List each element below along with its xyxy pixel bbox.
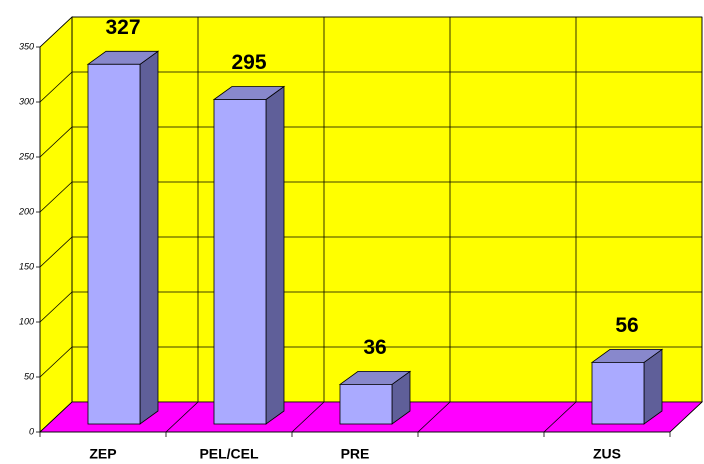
x-tick-label: ZEP bbox=[89, 446, 116, 462]
value-label: 327 bbox=[105, 16, 140, 39]
bar bbox=[213, 99, 267, 425]
bar bbox=[591, 361, 645, 425]
value-label: 295 bbox=[231, 51, 266, 74]
x-tick-label: PEL/CEL bbox=[199, 446, 259, 462]
grid-line bbox=[39, 291, 73, 323]
value-label: 36 bbox=[363, 336, 386, 359]
grid-line bbox=[39, 16, 73, 48]
grid-line bbox=[39, 346, 73, 378]
y-tick-label: 100 bbox=[19, 316, 34, 326]
bar bbox=[339, 383, 393, 425]
back-wall bbox=[71, 16, 703, 403]
value-label: 56 bbox=[615, 314, 638, 337]
floor-divider bbox=[417, 401, 451, 433]
grid-line bbox=[39, 126, 73, 158]
floor-divider bbox=[165, 401, 199, 433]
bar bbox=[87, 63, 141, 425]
bar-side bbox=[265, 85, 285, 425]
side-wall bbox=[39, 16, 73, 433]
floor-divider bbox=[39, 401, 73, 433]
x-tick-label: ZUS bbox=[593, 446, 621, 462]
grid-line bbox=[39, 236, 73, 268]
y-tick-label: 300 bbox=[19, 96, 34, 106]
y-tick-label: 150 bbox=[19, 261, 34, 271]
y-tick-label: 350 bbox=[19, 41, 34, 51]
y-tick-label: 0 bbox=[29, 426, 34, 436]
floor-divider bbox=[669, 401, 703, 433]
y-tick-label: 250 bbox=[18, 151, 34, 161]
x-tick-label: PRE bbox=[341, 446, 370, 462]
floor-divider bbox=[543, 401, 577, 433]
grid-line bbox=[39, 71, 73, 103]
bar-side bbox=[139, 50, 159, 425]
floor-divider bbox=[291, 401, 325, 433]
y-tick-label: 200 bbox=[18, 206, 34, 216]
y-tick-label: 50 bbox=[24, 371, 34, 381]
grid-line bbox=[39, 181, 73, 213]
